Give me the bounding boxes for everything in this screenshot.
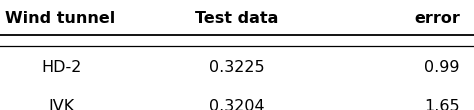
Text: error: error: [414, 11, 460, 26]
Text: 0.3225: 0.3225: [209, 61, 265, 75]
Text: HD-2: HD-2: [41, 61, 82, 75]
Text: Wind tunnel: Wind tunnel: [5, 11, 115, 26]
Text: 0.99: 0.99: [424, 61, 460, 75]
Text: 1.65: 1.65: [424, 99, 460, 110]
Text: 0.3204: 0.3204: [209, 99, 265, 110]
Text: IVK: IVK: [48, 99, 75, 110]
Text: Test data: Test data: [195, 11, 279, 26]
